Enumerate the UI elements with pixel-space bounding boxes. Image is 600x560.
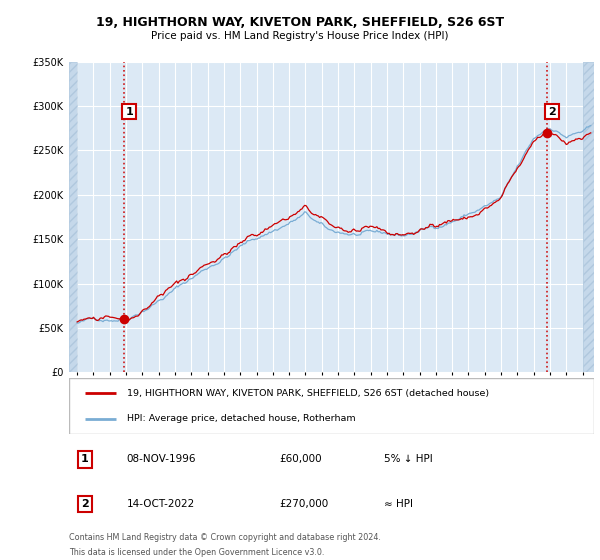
Text: This data is licensed under the Open Government Licence v3.0.: This data is licensed under the Open Gov… bbox=[69, 548, 325, 557]
Text: 1: 1 bbox=[81, 454, 89, 464]
Bar bbox=[69, 62, 77, 372]
Text: 2: 2 bbox=[548, 106, 556, 116]
Text: 08-NOV-1996: 08-NOV-1996 bbox=[127, 454, 196, 464]
Text: 5% ↓ HPI: 5% ↓ HPI bbox=[384, 454, 433, 464]
Text: ≈ HPI: ≈ HPI bbox=[384, 499, 413, 509]
Bar bbox=[583, 62, 594, 372]
Text: Price paid vs. HM Land Registry's House Price Index (HPI): Price paid vs. HM Land Registry's House … bbox=[151, 31, 449, 41]
Text: Contains HM Land Registry data © Crown copyright and database right 2024.: Contains HM Land Registry data © Crown c… bbox=[69, 533, 381, 542]
Text: 1: 1 bbox=[125, 106, 133, 116]
Text: 19, HIGHTHORN WAY, KIVETON PARK, SHEFFIELD, S26 6ST: 19, HIGHTHORN WAY, KIVETON PARK, SHEFFIE… bbox=[96, 16, 504, 29]
Text: £270,000: £270,000 bbox=[279, 499, 328, 509]
Text: £60,000: £60,000 bbox=[279, 454, 322, 464]
Text: 19, HIGHTHORN WAY, KIVETON PARK, SHEFFIELD, S26 6ST (detached house): 19, HIGHTHORN WAY, KIVETON PARK, SHEFFIE… bbox=[127, 389, 489, 398]
Bar bbox=[583, 62, 594, 372]
Bar bbox=[69, 62, 77, 372]
Text: HPI: Average price, detached house, Rotherham: HPI: Average price, detached house, Roth… bbox=[127, 414, 355, 423]
Text: 14-OCT-2022: 14-OCT-2022 bbox=[127, 499, 195, 509]
Text: 2: 2 bbox=[81, 499, 89, 509]
FancyBboxPatch shape bbox=[69, 378, 594, 434]
